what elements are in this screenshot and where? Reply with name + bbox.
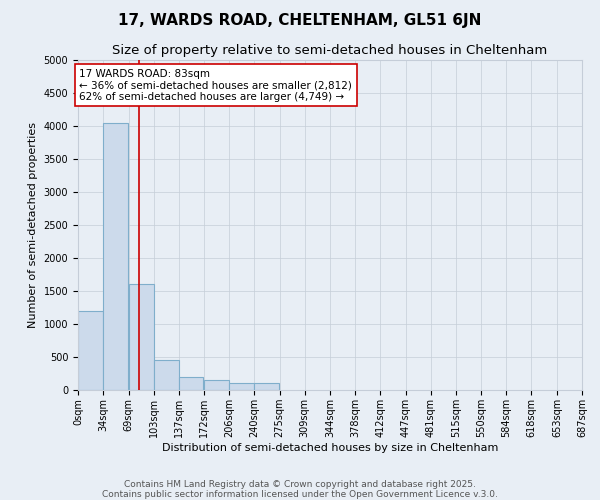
Text: 17 WARDS ROAD: 83sqm
← 36% of semi-detached houses are smaller (2,812)
62% of se: 17 WARDS ROAD: 83sqm ← 36% of semi-detac…	[79, 68, 352, 102]
Bar	[103, 122, 128, 390]
Title: Size of property relative to semi-detached houses in Cheltenham: Size of property relative to semi-detach…	[112, 44, 548, 58]
Text: Contains HM Land Registry data © Crown copyright and database right 2025.
Contai: Contains HM Land Registry data © Crown c…	[102, 480, 498, 499]
Bar	[254, 384, 279, 390]
Bar	[179, 377, 203, 390]
Bar	[154, 360, 179, 390]
Bar	[204, 380, 229, 390]
Text: 17, WARDS ROAD, CHELTENHAM, GL51 6JN: 17, WARDS ROAD, CHELTENHAM, GL51 6JN	[118, 12, 482, 28]
Bar	[128, 284, 154, 390]
Y-axis label: Number of semi-detached properties: Number of semi-detached properties	[28, 122, 38, 328]
X-axis label: Distribution of semi-detached houses by size in Cheltenham: Distribution of semi-detached houses by …	[162, 442, 498, 452]
Bar	[229, 384, 254, 390]
Bar	[78, 311, 103, 390]
